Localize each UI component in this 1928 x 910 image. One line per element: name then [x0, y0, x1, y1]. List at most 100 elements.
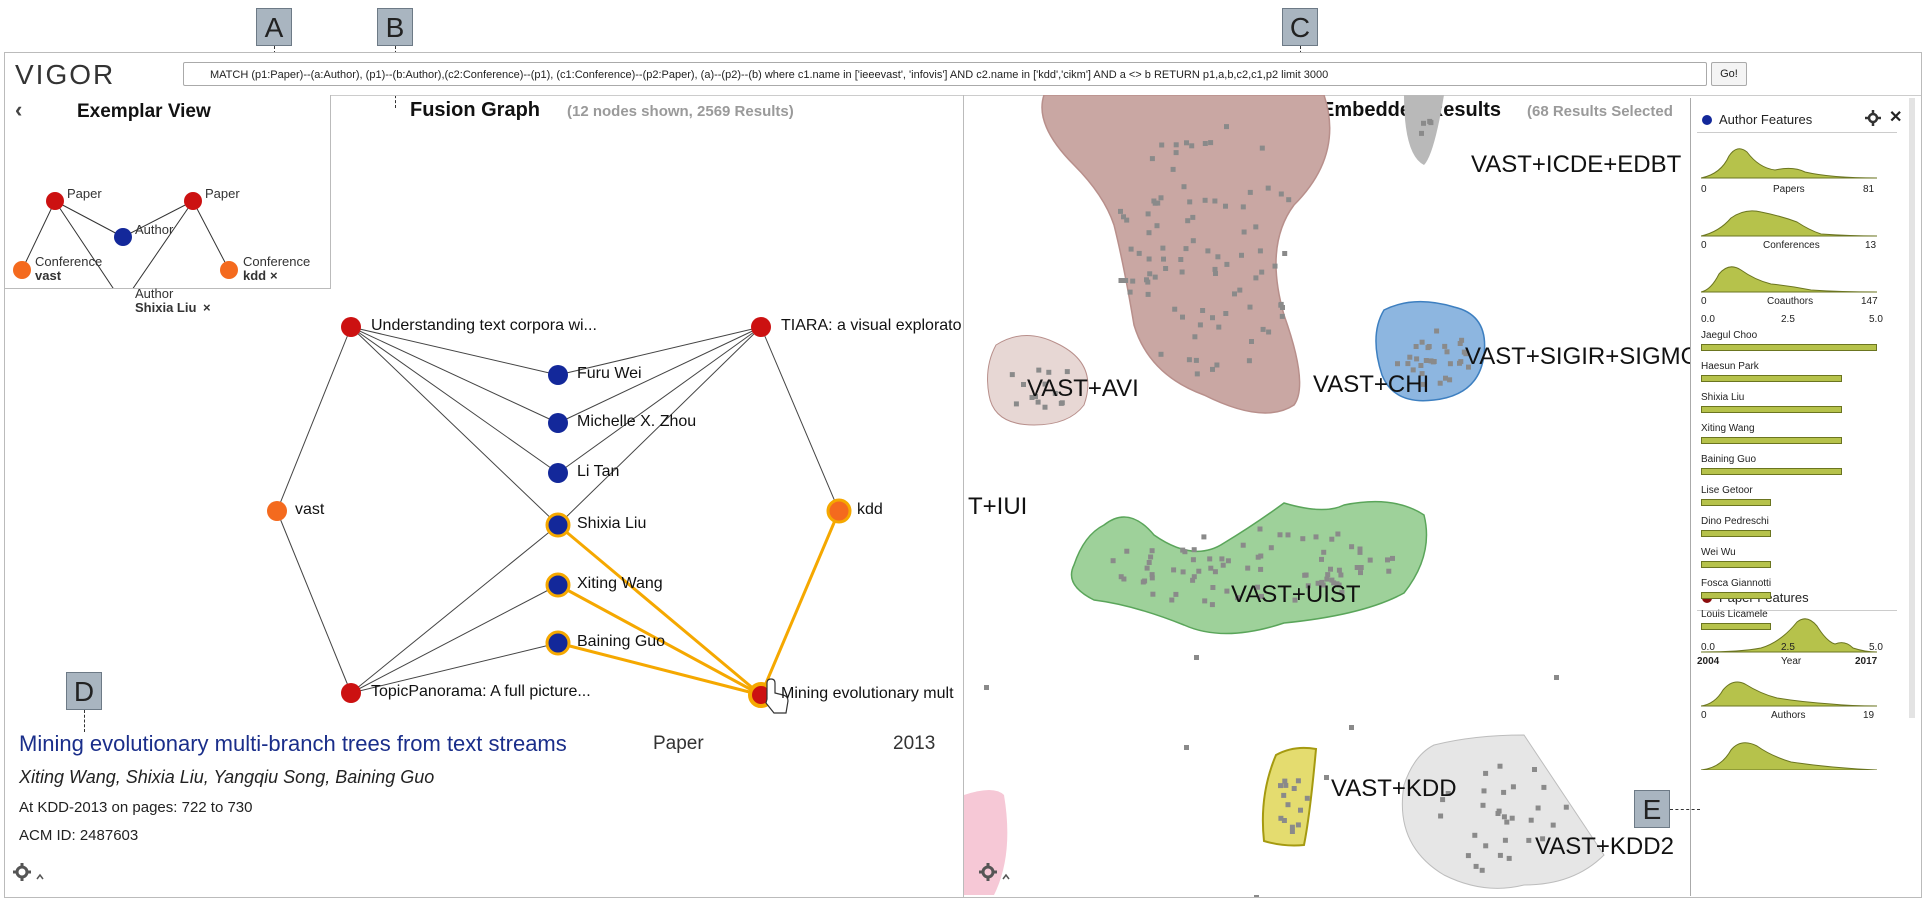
result-point[interactable] — [1428, 120, 1434, 126]
result-point[interactable] — [1339, 589, 1345, 595]
paper-node[interactable] — [751, 317, 771, 337]
result-point[interactable] — [1224, 588, 1230, 594]
result-point[interactable] — [1504, 819, 1510, 825]
result-point[interactable] — [1235, 595, 1241, 601]
result-point[interactable] — [1386, 568, 1392, 574]
author-bar[interactable] — [1701, 437, 1842, 444]
result-points[interactable] — [984, 118, 1569, 897]
result-point[interactable] — [1136, 250, 1142, 256]
result-point[interactable] — [1210, 315, 1215, 321]
result-point[interactable] — [1331, 580, 1337, 586]
exemplar-pattern-graph[interactable] — [5, 95, 330, 288]
result-point[interactable] — [1184, 745, 1189, 750]
result-point[interactable] — [1419, 130, 1424, 136]
gear-icon[interactable] — [979, 863, 1013, 885]
cluster-vast-kdd2[interactable] — [1401, 734, 1605, 889]
result-point[interactable] — [1260, 326, 1266, 332]
result-point[interactable] — [1259, 593, 1264, 599]
result-point[interactable] — [1042, 404, 1048, 410]
result-point[interactable] — [1146, 560, 1152, 565]
result-point[interactable] — [1447, 377, 1453, 383]
result-point[interactable] — [1465, 853, 1471, 859]
result-point[interactable] — [1440, 797, 1446, 803]
result-point[interactable] — [1253, 224, 1259, 230]
result-point[interactable] — [1151, 198, 1157, 204]
result-point[interactable] — [1194, 371, 1200, 377]
result-point[interactable] — [1414, 356, 1420, 362]
cluster-partial[interactable] — [964, 790, 1008, 895]
result-point[interactable] — [1200, 308, 1206, 313]
result-point[interactable] — [1405, 361, 1411, 367]
result-point[interactable] — [1457, 341, 1463, 346]
exemplar-author-node[interactable] — [114, 228, 132, 246]
result-point[interactable] — [1249, 339, 1254, 344]
result-point[interactable] — [1257, 526, 1263, 532]
result-point[interactable] — [1209, 602, 1215, 608]
result-point[interactable] — [1466, 364, 1471, 370]
author-bar[interactable] — [1701, 592, 1772, 599]
result-point[interactable] — [1334, 581, 1340, 587]
result-point[interactable] — [1419, 371, 1425, 377]
exemplar-conference-node[interactable] — [220, 261, 238, 279]
result-point[interactable] — [1483, 843, 1489, 849]
result-point[interactable] — [1180, 569, 1186, 575]
result-point[interactable] — [1426, 344, 1432, 349]
result-point[interactable] — [1212, 266, 1218, 272]
result-point[interactable] — [1319, 579, 1325, 585]
author-bar[interactable] — [1701, 530, 1772, 537]
result-point[interactable] — [1272, 263, 1278, 269]
result-point[interactable] — [1171, 567, 1177, 573]
remove-constraint-icon[interactable]: × — [270, 268, 278, 283]
conference-node[interactable] — [267, 501, 287, 521]
result-point[interactable] — [1202, 598, 1208, 604]
result-point[interactable] — [1349, 544, 1355, 550]
result-point[interactable] — [1278, 815, 1284, 821]
result-point[interactable] — [1179, 269, 1185, 275]
result-point[interactable] — [1223, 203, 1228, 209]
result-point[interactable] — [1130, 278, 1136, 284]
result-point[interactable] — [1240, 542, 1246, 548]
result-point[interactable] — [1149, 575, 1155, 581]
result-point[interactable] — [1443, 375, 1448, 381]
result-point[interactable] — [1173, 142, 1179, 148]
conference-node-highlighted[interactable] — [826, 498, 852, 524]
result-point[interactable] — [1224, 261, 1230, 267]
result-point[interactable] — [1202, 197, 1208, 203]
result-point[interactable] — [1279, 313, 1285, 319]
result-point[interactable] — [1190, 577, 1196, 583]
result-point[interactable] — [1286, 197, 1292, 203]
result-point[interactable] — [1194, 655, 1199, 660]
result-point[interactable] — [1046, 369, 1052, 375]
result-point[interactable] — [1225, 558, 1231, 564]
result-point[interactable] — [984, 685, 989, 690]
result-point[interactable] — [1501, 814, 1507, 820]
result-point[interactable] — [1291, 786, 1297, 791]
result-point[interactable] — [1147, 271, 1153, 277]
result-point[interactable] — [1421, 120, 1426, 126]
detail-paper-title[interactable]: Mining evolutionary multi-branch trees f… — [19, 731, 567, 756]
result-point[interactable] — [1181, 184, 1187, 190]
query-input[interactable]: MATCH (p1:Paper)--(a:Author), (p1)--(b:A… — [183, 62, 1707, 86]
result-point[interactable] — [1145, 291, 1151, 297]
result-point[interactable] — [1208, 565, 1214, 571]
result-point[interactable] — [1510, 784, 1516, 790]
result-point[interactable] — [1173, 591, 1179, 597]
collapse-chevron-icon[interactable]: ‹ — [15, 97, 23, 122]
result-point[interactable] — [1390, 555, 1395, 561]
result-point[interactable] — [1483, 770, 1489, 776]
result-point[interactable] — [1247, 304, 1253, 310]
result-point[interactable] — [1180, 547, 1186, 553]
result-point[interactable] — [1257, 248, 1263, 254]
author-bar[interactable] — [1701, 561, 1772, 568]
result-point[interactable] — [1438, 813, 1444, 819]
result-point[interactable] — [1205, 248, 1211, 254]
result-point[interactable] — [1541, 784, 1547, 790]
result-point[interactable] — [1128, 246, 1134, 252]
result-point[interactable] — [1186, 357, 1192, 363]
result-point[interactable] — [1268, 545, 1274, 551]
result-point[interactable] — [1473, 863, 1479, 869]
result-point[interactable] — [1481, 788, 1487, 794]
result-point[interactable] — [1140, 579, 1146, 585]
result-point[interactable] — [1280, 305, 1285, 310]
result-point[interactable] — [1407, 354, 1413, 360]
